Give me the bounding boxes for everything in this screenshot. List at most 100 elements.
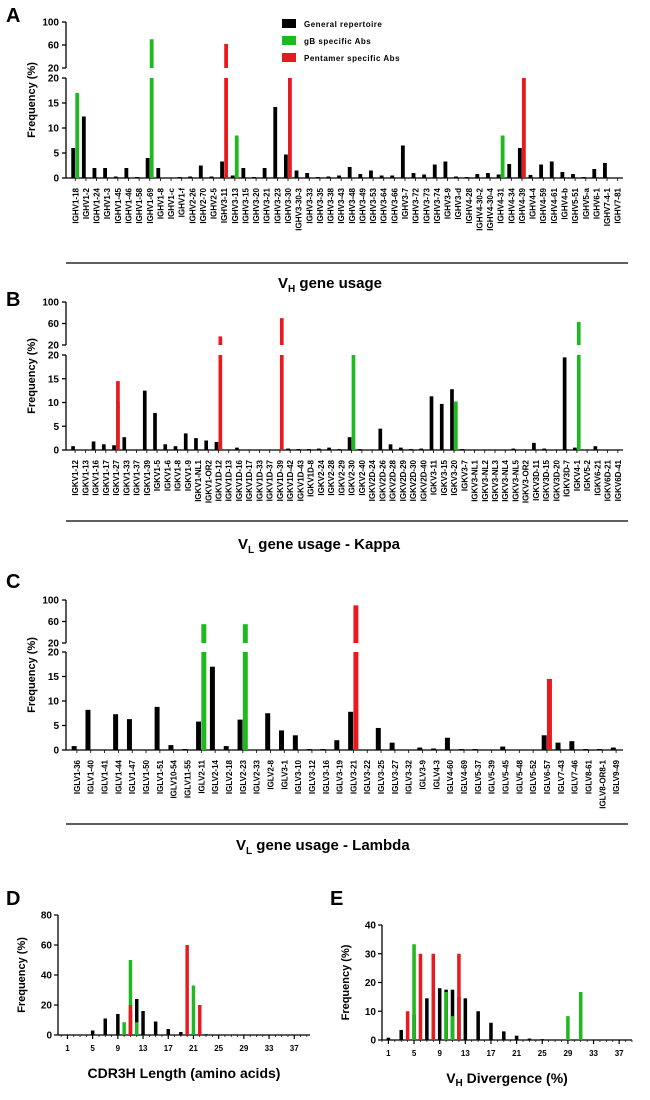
bar-pentamer-6 xyxy=(418,953,423,1040)
bar-general-IGHV4-34 xyxy=(507,164,512,178)
x-tick-label: IGHV1-58 xyxy=(135,187,144,223)
bar-general-IGHV4-59 xyxy=(539,164,544,178)
bar-gb-IGKV3-20 xyxy=(454,401,458,450)
bar-general-IGHV4-28 xyxy=(464,177,469,178)
bar-general-IGHV3-49 xyxy=(358,174,363,178)
bar-general-IGLV2-18 xyxy=(223,746,229,750)
bar-general-IGLV5-45 xyxy=(500,746,506,750)
y-axis-label: Frequency (%) xyxy=(26,338,38,414)
bar-general-IGLV3-9 xyxy=(417,747,423,750)
panel-letter: A xyxy=(6,5,20,27)
bar-gb-IGKV4-1-upper xyxy=(576,321,581,345)
x-tick-label: 37 xyxy=(290,1044,299,1053)
x-tick-label: IGLV1-36 xyxy=(73,759,82,794)
x-tick-label: IGKV3-7 xyxy=(460,459,469,491)
x-tick-label: IGHV3-48 xyxy=(348,187,357,223)
bar-pentamer-IGKV1D-39 xyxy=(279,355,284,450)
legend-label-gb: gB specific Abs xyxy=(304,37,371,46)
x-tick-label: IGKV3D-7 xyxy=(563,459,572,496)
x-tick-label: IGHV5-51 xyxy=(571,187,580,223)
x-tick-label: IGKV2-30 xyxy=(348,459,357,495)
bar-general-7 xyxy=(425,998,429,1040)
x-tick-label: IGHV3-53 xyxy=(369,187,378,223)
bar-general-IGLV7-46 xyxy=(569,741,575,750)
bar-general-IGHV3-d xyxy=(454,176,458,178)
x-tick-label: IGLV8-OR8-1 xyxy=(598,759,607,808)
x-tick-label: IGKV2D-24 xyxy=(368,459,377,501)
x-tick-label: IGHV3-74 xyxy=(433,187,442,223)
x-tick-label: IGHV3-64 xyxy=(380,187,389,223)
bar-pentamer-20 xyxy=(185,945,189,1035)
bar-general-IGKV1-OR2 xyxy=(204,440,209,450)
x-tick-label: 21 xyxy=(189,1044,198,1053)
bar-general-IGLV4-3 xyxy=(431,748,437,750)
x-tick-label: IGHV3-43 xyxy=(337,187,346,223)
bar-general-9 xyxy=(437,988,442,1040)
y-axis-label: Frequency (%) xyxy=(26,62,38,138)
bar-gb-IGKV4-1 xyxy=(576,355,581,450)
bar-general-IGKV3-20 xyxy=(450,389,454,450)
x-tick-label: IGLV5-48 xyxy=(515,759,524,794)
bar-general-IGHV4-30-4 xyxy=(486,173,490,178)
x-tick-label: IGKV3D-11 xyxy=(532,459,541,500)
bar-general-IGLV1-51 xyxy=(154,706,160,750)
x-tick-label: IGKV1D-8 xyxy=(307,459,316,496)
bar-general-IGLV1-47 xyxy=(126,719,132,750)
x-tick-label: IGKV2-40 xyxy=(358,459,367,495)
x-tick-label: IGLV5-37 xyxy=(474,759,483,794)
y-tick-label: 100 xyxy=(42,18,59,29)
bar-general-IGKV1-5 xyxy=(153,412,157,450)
x-tick-label: IGHV3-35 xyxy=(316,187,325,223)
x-tick-label: IGLV9-49 xyxy=(612,759,621,794)
x-tick-label: IGLV3-10 xyxy=(294,759,303,794)
bar-gb-31 xyxy=(578,991,583,1040)
bar-general-IGKV1-17 xyxy=(101,444,106,450)
bar-pentamer-IGHV3-30 xyxy=(288,78,292,178)
chart-title: VH gene usage xyxy=(278,275,382,295)
bar-pentamer-12 xyxy=(457,953,461,1040)
x-tick-label: IGLV3-21 xyxy=(349,759,358,794)
bar-general-IGHV4-31 xyxy=(496,174,501,178)
y-tick-label: 40 xyxy=(365,921,377,932)
bar-general-IGKV1D-8 xyxy=(306,449,311,450)
bar-general-IGKV1D-12 xyxy=(214,441,219,450)
x-tick-label: 13 xyxy=(461,1049,470,1058)
y-tick-label: 40 xyxy=(41,971,53,982)
bar-gb-5 xyxy=(412,944,416,1040)
bar-general-IGKV1D-43 xyxy=(296,449,301,450)
bar-general-IGHV3-38 xyxy=(326,176,331,178)
bar-general-IGHV4-61 xyxy=(549,161,554,178)
y-tick-label: 0 xyxy=(53,446,59,457)
x-tick-label: IGKV3-NL2 xyxy=(481,459,490,501)
bar-general-IGHV2-5 xyxy=(209,176,214,178)
x-tick-label: IGHV7-81 xyxy=(614,187,623,223)
bar-general-IGLV3-16 xyxy=(320,749,326,750)
x-tick-label: IGHV1-46 xyxy=(124,187,133,223)
bar-general-IGHV4-30-2 xyxy=(475,174,480,178)
bar-gb-11 xyxy=(450,1016,455,1040)
x-tick-label: 21 xyxy=(512,1049,521,1058)
x-tick-label: IGKV1-39 xyxy=(143,459,152,495)
bar-general-IGHV3-66 xyxy=(390,175,395,178)
x-tick-label: IGKV3D-20 xyxy=(552,459,561,501)
y-tick-label: 60 xyxy=(41,941,53,952)
x-tick-label: IGKV1-37 xyxy=(133,459,142,495)
y-tick-label: 20 xyxy=(48,74,60,85)
bar-general-IGHV2-26 xyxy=(188,176,193,178)
x-tick-label: IGKV1D-13 xyxy=(225,459,234,501)
bar-general-IGHV3-13 xyxy=(230,175,235,178)
bar-general-IGKV1-6 xyxy=(163,444,168,450)
y-tick-label: 20 xyxy=(48,648,60,659)
bar-pentamer-11 xyxy=(128,1005,133,1035)
bar-general-IGKV3D-15 xyxy=(542,448,546,450)
x-tick-label: 1 xyxy=(65,1044,70,1053)
x-tick-label: IGHV3-21 xyxy=(263,187,272,223)
x-tick-label: IGKV2D-28 xyxy=(389,459,398,501)
x-tick-label: IGKV1D-39 xyxy=(276,459,285,501)
x-tick-label: IGHV3-11 xyxy=(220,187,229,223)
x-tick-label: 17 xyxy=(164,1044,173,1053)
x-tick-label: IGHV3-30-3 xyxy=(295,187,304,230)
bar-general-IGKV2D-40 xyxy=(419,448,424,450)
x-tick-label: IGKV1D-42 xyxy=(286,459,295,501)
